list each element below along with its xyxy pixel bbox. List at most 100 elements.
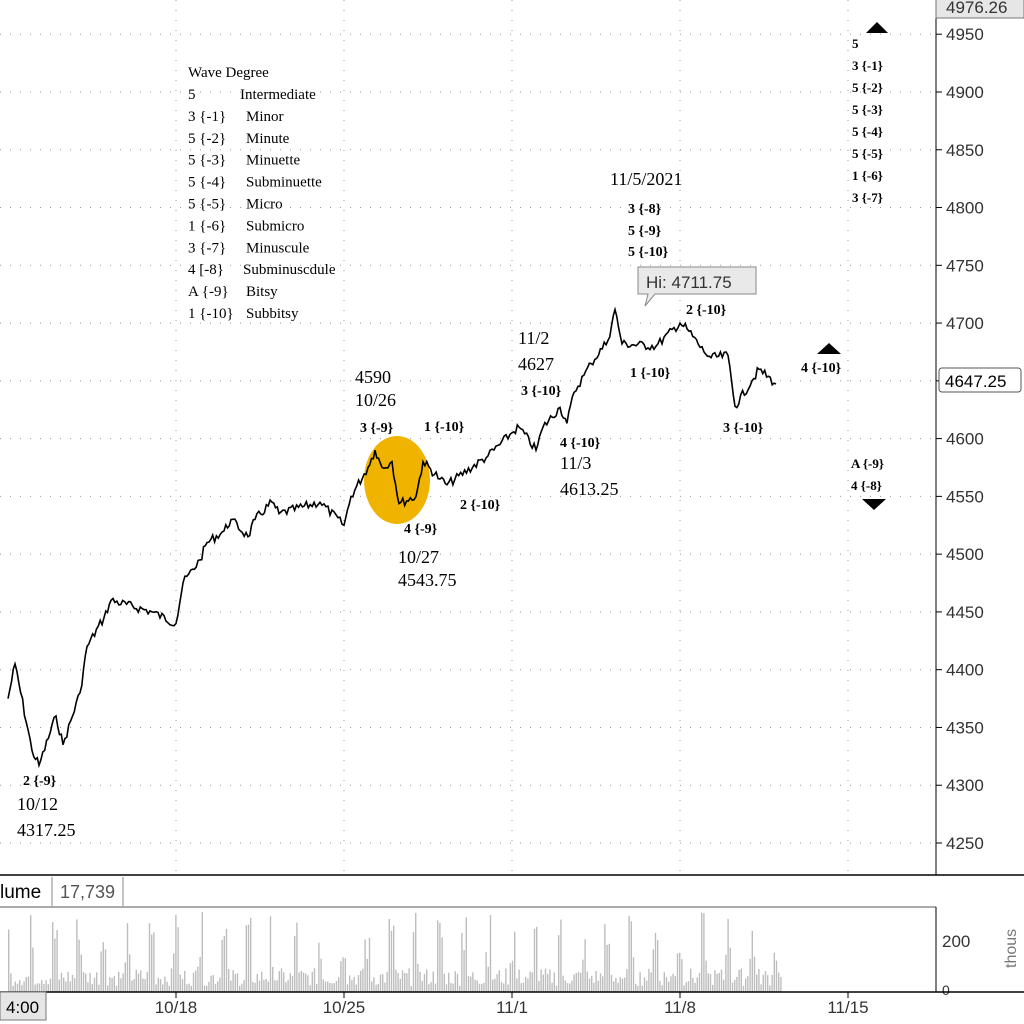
volume-bar [670,976,672,992]
volume-bar [302,972,305,992]
volume-bar [366,958,368,992]
volume-bar [371,981,373,992]
volume-bar [738,969,740,992]
volume-bar [665,977,668,992]
volume-bar [181,978,184,992]
volume-bar [16,983,19,992]
volume-bar [49,978,52,992]
volume-bar [34,984,36,992]
ann-w1-10-a: 1 {-10} [424,420,465,435]
volume-bar [144,979,146,992]
volume-bar [124,962,126,992]
volume-bar [703,913,705,992]
volume-bar [289,973,291,992]
volume-bar [687,981,690,992]
volume-bar [280,968,283,992]
volume-bar [595,970,597,992]
volume-bar [450,983,452,992]
volume-bar [747,976,749,992]
volume-bar [32,947,34,992]
volume-bar [604,924,606,992]
volume-bar [659,981,661,992]
ann-w2-10-b: 2 {-10} [686,303,727,318]
volume-bar [421,981,423,992]
right-wave-stack-bottom: A {-9} 4 {-8} [851,456,884,493]
chart-annotations: 2 {-9} 10/12 4317.25 4590 10/26 3 {-9} 1… [17,169,842,840]
volume-bar [580,972,582,992]
volume-bar [362,968,364,992]
volume-bar [294,936,296,992]
volume-bar [267,981,269,992]
volume-bar [272,966,274,992]
volume-bar [481,983,483,992]
volume-bar [566,983,569,992]
volume-bar [346,984,349,992]
volume-bar [188,983,190,992]
legend-title: Wave Degree [188,65,269,81]
volume-bar [467,976,470,992]
ann-top-date: 11/5/2021 [610,169,682,189]
x-tick-label: 10/25 [323,998,366,1017]
volume-bar [285,982,287,992]
volume-bar [624,977,626,992]
y-tick-label: 4350 [946,718,984,737]
volume-bar [12,985,14,992]
volume-bar [756,974,758,992]
volume-bar [459,985,461,992]
volume-bar [100,951,102,992]
volume-bar [588,978,591,992]
y-tick-label: 4900 [946,83,984,102]
volume-bar [342,957,344,992]
volume-bar [148,923,151,992]
legend-name: Subbitsy [246,306,299,322]
volume-bar [82,972,85,992]
volume-bar [406,973,408,992]
volume-bar [690,968,692,992]
volume-bar [718,973,720,992]
volume-bar [461,932,463,992]
ann-top-w3: 5 {-10} [628,245,669,260]
volume-bar [705,960,707,992]
volume-bar [639,971,641,992]
volume-bar [120,978,122,992]
volume-bar [155,984,157,992]
volume-bar [452,983,454,992]
volume-bar [608,943,610,992]
volume-bar [415,912,417,992]
right-stack-item: 3 {-7} [852,190,883,205]
volume-bar [591,975,593,992]
volume-bar [707,973,709,992]
volume-bar [179,974,181,992]
volume-bar [472,972,474,992]
volume-bar [91,984,93,992]
volume-label: lume [0,882,41,903]
volume-bar [617,982,619,992]
volume-bar [307,975,309,992]
legend-code: 1 {-10} [188,306,234,322]
volume-bar [305,973,307,992]
volume-bar [498,970,500,992]
volume-bar [410,985,412,992]
volume-bar [753,956,756,992]
volume-bar [723,979,725,992]
volume-header-bar [0,876,936,907]
volume-bar [219,977,221,992]
ann-w1-10-b: 1 {-10} [630,366,671,381]
volume-bar [507,984,509,992]
volume-bar [527,978,529,992]
volume-bar [736,976,738,992]
last-price-label: 4647.25 [945,372,1006,391]
volume-bar [423,974,426,992]
legend-code: 5 {-3} [188,153,226,169]
hi-callout-text: Hi: 4711.75 [646,273,732,292]
volume-bar [162,984,164,992]
volume-bar [93,977,96,992]
volume-bar [291,975,294,992]
volume-bar [276,980,278,992]
volume-bar [780,977,782,992]
legend-code: 5 [188,87,196,103]
volume-bar [221,939,223,992]
volume-bar [296,922,298,992]
volume-bar [173,953,175,992]
volume-bar [602,976,604,992]
